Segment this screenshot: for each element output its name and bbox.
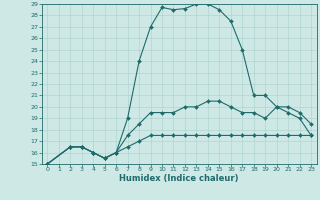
X-axis label: Humidex (Indice chaleur): Humidex (Indice chaleur) xyxy=(119,174,239,183)
